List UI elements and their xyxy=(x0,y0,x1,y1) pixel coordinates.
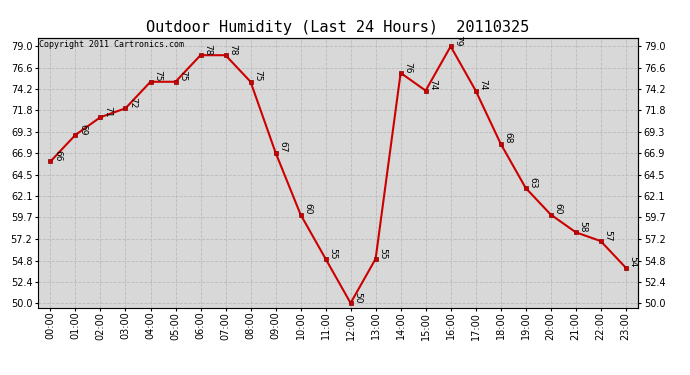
Text: 75: 75 xyxy=(153,70,162,82)
Text: 50: 50 xyxy=(353,292,362,303)
Text: 68: 68 xyxy=(504,132,513,144)
Text: 75: 75 xyxy=(178,70,187,82)
Text: 66: 66 xyxy=(53,150,62,162)
Text: 71: 71 xyxy=(104,106,112,117)
Text: 74: 74 xyxy=(478,80,487,91)
Text: 78: 78 xyxy=(204,44,213,55)
Text: 63: 63 xyxy=(529,177,538,188)
Text: 54: 54 xyxy=(629,256,638,268)
Text: Copyright 2011 Cartronics.com: Copyright 2011 Cartronics.com xyxy=(39,40,184,49)
Text: 55: 55 xyxy=(378,248,387,259)
Text: 60: 60 xyxy=(553,203,562,215)
Text: 79: 79 xyxy=(453,35,462,46)
Text: 78: 78 xyxy=(228,44,237,55)
Text: 60: 60 xyxy=(304,203,313,215)
Text: 75: 75 xyxy=(253,70,262,82)
Text: 57: 57 xyxy=(604,230,613,241)
Text: 69: 69 xyxy=(78,124,87,135)
Text: 76: 76 xyxy=(404,62,413,73)
Title: Outdoor Humidity (Last 24 Hours)  20110325: Outdoor Humidity (Last 24 Hours) 2011032… xyxy=(146,20,530,35)
Text: 72: 72 xyxy=(128,97,137,108)
Text: 67: 67 xyxy=(278,141,287,153)
Text: 55: 55 xyxy=(328,248,337,259)
Text: 74: 74 xyxy=(428,80,437,91)
Text: 58: 58 xyxy=(578,221,587,232)
